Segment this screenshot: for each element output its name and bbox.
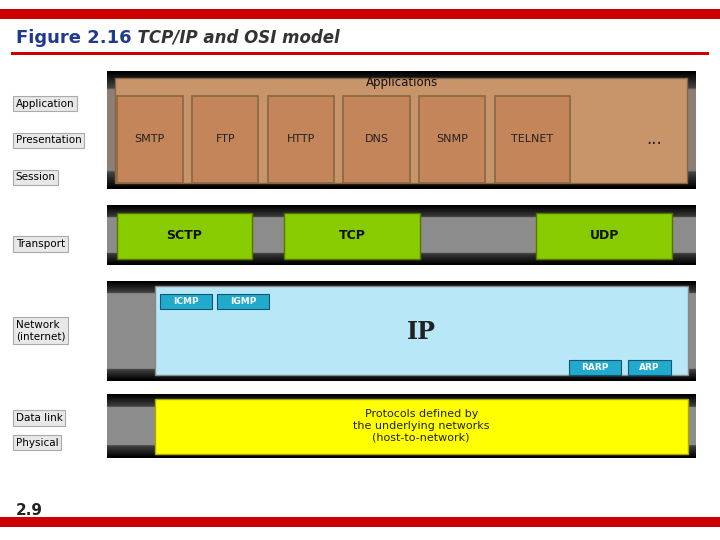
FancyBboxPatch shape bbox=[0, 517, 720, 526]
Text: Figure 2.16: Figure 2.16 bbox=[16, 29, 132, 47]
FancyBboxPatch shape bbox=[117, 213, 252, 259]
Text: ARP: ARP bbox=[639, 363, 660, 372]
Text: DNS: DNS bbox=[364, 134, 389, 144]
Text: TELNET: TELNET bbox=[511, 134, 554, 144]
Text: ICMP: ICMP bbox=[173, 297, 199, 306]
FancyBboxPatch shape bbox=[284, 213, 420, 259]
FancyBboxPatch shape bbox=[217, 294, 269, 309]
Text: SMTP: SMTP bbox=[135, 134, 165, 144]
FancyBboxPatch shape bbox=[268, 96, 334, 183]
FancyBboxPatch shape bbox=[155, 286, 688, 375]
FancyBboxPatch shape bbox=[569, 360, 621, 375]
Text: Transport: Transport bbox=[16, 239, 65, 249]
Text: 2.9: 2.9 bbox=[16, 503, 43, 518]
FancyBboxPatch shape bbox=[495, 96, 570, 183]
FancyBboxPatch shape bbox=[155, 399, 688, 454]
Text: Presentation: Presentation bbox=[16, 136, 81, 145]
FancyBboxPatch shape bbox=[115, 78, 687, 183]
FancyBboxPatch shape bbox=[11, 52, 709, 55]
Text: FTP: FTP bbox=[215, 134, 235, 144]
Text: UDP: UDP bbox=[590, 230, 618, 242]
Text: IGMP: IGMP bbox=[230, 297, 256, 306]
FancyBboxPatch shape bbox=[160, 294, 212, 309]
Text: Application: Application bbox=[16, 99, 74, 109]
Text: Network
(internet): Network (internet) bbox=[16, 320, 66, 341]
Text: SCTP: SCTP bbox=[166, 230, 202, 242]
Text: Protocols defined by
the underlying networks
(host-to-network): Protocols defined by the underlying netw… bbox=[353, 409, 490, 443]
Text: Applications: Applications bbox=[366, 76, 438, 89]
Text: Data link: Data link bbox=[16, 413, 63, 423]
Text: RARP: RARP bbox=[581, 363, 608, 372]
Text: TCP: TCP bbox=[338, 230, 366, 242]
Text: IP: IP bbox=[407, 320, 436, 344]
FancyBboxPatch shape bbox=[343, 96, 410, 183]
Text: Session: Session bbox=[16, 172, 56, 182]
Text: HTTP: HTTP bbox=[287, 134, 315, 144]
FancyBboxPatch shape bbox=[536, 213, 672, 259]
Text: ...: ... bbox=[646, 130, 662, 148]
Text: TCP/IP and OSI model: TCP/IP and OSI model bbox=[126, 29, 340, 47]
FancyBboxPatch shape bbox=[0, 9, 720, 19]
Text: SNMP: SNMP bbox=[436, 134, 468, 144]
FancyBboxPatch shape bbox=[628, 360, 671, 375]
FancyBboxPatch shape bbox=[117, 96, 183, 183]
FancyBboxPatch shape bbox=[192, 96, 258, 183]
FancyBboxPatch shape bbox=[419, 96, 485, 183]
Text: Physical: Physical bbox=[16, 438, 58, 448]
